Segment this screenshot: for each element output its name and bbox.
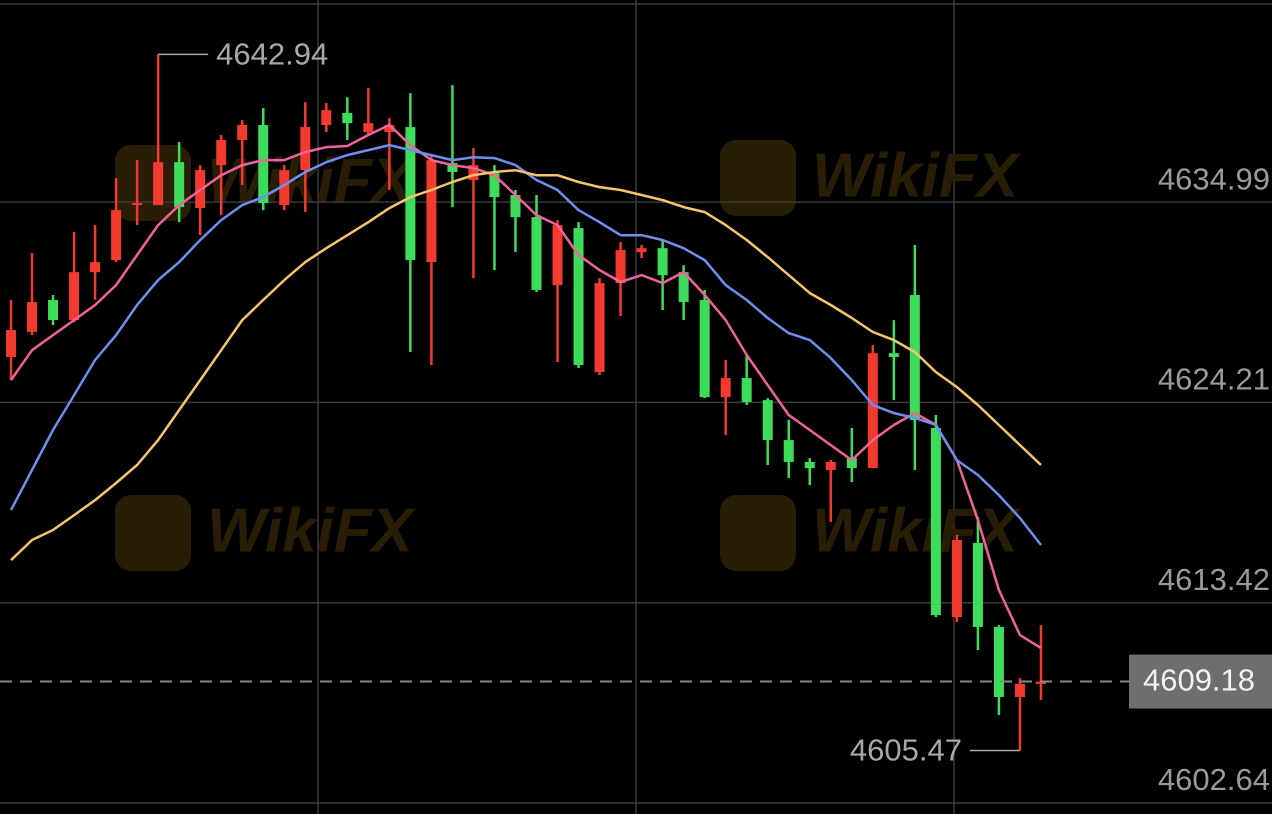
watermark: WikiFX (207, 146, 417, 215)
candle-body (720, 378, 731, 398)
candle-body (237, 125, 248, 141)
candle-body (6, 330, 16, 358)
candle-body (762, 400, 773, 441)
candle-body (27, 302, 38, 332)
candle-body (552, 225, 563, 286)
watermark-logo (115, 495, 191, 571)
watermark: WikiFX (812, 496, 1022, 565)
candle-body (783, 440, 794, 462)
candle-body (426, 160, 437, 263)
last-price-label: 4609.18 (1143, 663, 1255, 698)
candle-body (489, 173, 500, 198)
candle-body (741, 378, 752, 402)
candle-body (930, 427, 941, 616)
candle-body (111, 210, 122, 261)
candle-body (90, 262, 101, 273)
candle-body (699, 300, 710, 398)
y-tick-label: 4602.64 (1158, 762, 1270, 797)
candle-body (447, 163, 458, 173)
candle-body (825, 461, 836, 470)
y-tick-label: 4634.99 (1158, 161, 1270, 196)
candle-body (216, 140, 227, 166)
candle-body (132, 203, 143, 206)
candle-body (321, 110, 332, 126)
watermark: WikiFX (207, 496, 417, 565)
candle-body (993, 626, 1004, 697)
candle-body (468, 165, 479, 181)
watermark-logo (720, 495, 796, 571)
candle-body (951, 540, 962, 618)
y-tick-label: 4613.42 (1158, 562, 1270, 597)
ma-line (10, 168, 1042, 562)
candle-body (657, 248, 668, 276)
low-label: 4605.47 (850, 733, 962, 768)
candle-body (888, 353, 899, 358)
candle-body (909, 294, 920, 421)
last-price-box (1129, 654, 1272, 709)
candle-body (174, 162, 185, 208)
candle-body (594, 283, 605, 373)
candle-body (258, 125, 269, 204)
candle-body (48, 300, 59, 321)
candle-body (405, 127, 416, 261)
y-tick-label: 4624.21 (1158, 362, 1270, 397)
ma-line (9, 123, 1042, 650)
candle-body (510, 195, 521, 218)
high-label: 4642.94 (216, 37, 328, 72)
watermark-logo (720, 140, 796, 216)
candle-body (972, 542, 983, 627)
candle-body (363, 123, 374, 133)
candle-body (573, 228, 584, 366)
candle-body (384, 125, 395, 133)
candle-body (1014, 683, 1025, 697)
candle-body (531, 217, 542, 290)
candle-body (615, 250, 626, 284)
candle-body (867, 353, 878, 469)
candle-body (342, 112, 353, 124)
candle-body (69, 272, 80, 321)
candle-body (300, 127, 311, 171)
candle-body (279, 170, 290, 206)
candle-body (153, 162, 164, 206)
candle-body (636, 248, 647, 253)
candle-body (678, 272, 689, 303)
candle-body (1035, 681, 1046, 684)
candle-body (846, 458, 857, 469)
watermark: WikiFX (812, 141, 1022, 210)
candle-body (804, 461, 815, 469)
watermarks: WikiFX WikiFX WikiFX WikiFX (115, 140, 1022, 571)
